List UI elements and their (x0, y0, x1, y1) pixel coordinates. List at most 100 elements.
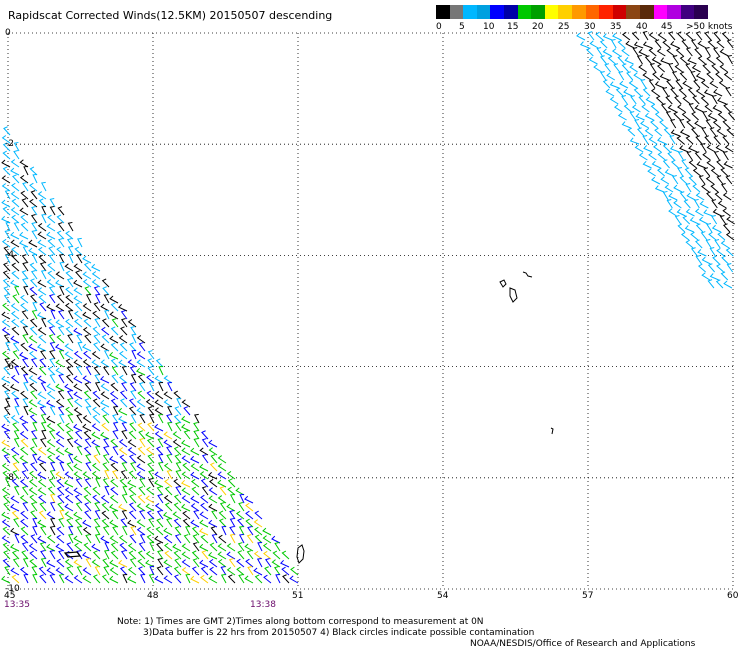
island-outline (63, 551, 82, 558)
wind-barb (112, 470, 119, 480)
wind-barb (651, 160, 661, 169)
wind-barb (95, 293, 101, 304)
wind-barb (689, 216, 699, 225)
wind-barb (39, 502, 47, 512)
wind-barb (226, 551, 236, 560)
wind-barb (119, 390, 128, 400)
wind-barb (84, 334, 92, 344)
wind-barb (22, 325, 29, 336)
wind-barb (640, 78, 647, 89)
wind-barb (101, 406, 110, 416)
wind-barb (621, 47, 630, 57)
wind-barb (657, 151, 666, 161)
wind-barb (30, 430, 38, 440)
wind-barb (613, 63, 621, 73)
wind-barb (14, 285, 20, 296)
wind-barb (47, 262, 56, 272)
wind-barb (709, 247, 716, 257)
legend-swatch (490, 5, 504, 19)
legend-swatch (626, 5, 640, 19)
wind-barb (37, 287, 47, 296)
wind-barb (118, 374, 128, 384)
wind-barb (690, 247, 698, 257)
wind-barb (37, 478, 47, 488)
wind-barb (632, 47, 639, 57)
wind-barb (717, 200, 727, 209)
wind-barb (166, 518, 173, 528)
wind-barb (722, 223, 731, 233)
wind-barb (211, 533, 218, 544)
wind-barb (64, 511, 74, 520)
wind-barb (163, 399, 173, 408)
wind-barb (253, 519, 263, 528)
wind-barb (102, 414, 110, 424)
wind-barb (93, 366, 101, 376)
time-label-right: 13:38 (250, 600, 276, 610)
wind-barb (621, 95, 628, 105)
wind-barb (65, 270, 74, 280)
wind-barb (219, 502, 227, 512)
wind-barb (606, 72, 616, 81)
wind-barb (609, 81, 620, 89)
wind-barb (701, 126, 708, 137)
wind-barb (199, 471, 209, 480)
wind-barb (11, 254, 20, 264)
wind-barb (190, 478, 200, 488)
wind-barb (39, 406, 47, 416)
wind-barb (2, 278, 11, 288)
wind-barb (46, 447, 56, 456)
wind-barb (38, 462, 47, 472)
wind-barb (200, 566, 209, 576)
wind-barb (59, 461, 65, 472)
wind-barb (139, 477, 146, 488)
wind-barb (602, 79, 611, 89)
wind-barb (3, 286, 11, 296)
wind-barb (607, 55, 616, 65)
wind-barb (83, 350, 92, 360)
wind-barb (194, 413, 200, 424)
wind-barb (643, 145, 653, 153)
wind-barb (46, 559, 56, 568)
wind-barb (662, 190, 669, 201)
wind-barb (668, 192, 678, 201)
wind-barb (158, 381, 164, 392)
wind-barb (154, 399, 164, 408)
wind-barb (76, 445, 83, 456)
wind-barb (244, 543, 254, 552)
wind-barb (11, 214, 20, 224)
wind-barb (76, 253, 83, 264)
wind-barb (662, 39, 671, 49)
wind-barb (136, 519, 146, 528)
wind-barb (50, 517, 56, 528)
wind-barb (73, 575, 83, 584)
wind-barb (709, 80, 719, 89)
wind-barb (681, 39, 689, 49)
wind-barb (30, 390, 38, 400)
wind-barb (657, 167, 666, 177)
wind-barb (697, 55, 706, 65)
wind-barb (118, 335, 128, 344)
wind-barb (30, 294, 38, 304)
wind-barb (715, 71, 724, 81)
wind-barb (55, 567, 65, 576)
wind-barb (65, 406, 74, 416)
wind-barb (10, 495, 20, 504)
wind-barb (672, 55, 679, 65)
wind-barb (164, 550, 173, 560)
wind-barb (164, 486, 173, 496)
wind-barb (67, 333, 74, 344)
wind-barb (676, 208, 686, 217)
wind-barb (104, 485, 110, 496)
wind-barb (49, 358, 56, 368)
wind-barb (73, 310, 83, 320)
wind-barb (722, 208, 731, 217)
wind-barb (91, 470, 101, 480)
wind-barb (633, 41, 644, 49)
wind-barb (629, 137, 640, 145)
wind-barb (128, 470, 137, 480)
wind-barb (695, 255, 702, 265)
wind-barb (20, 190, 29, 200)
wind-speed-legend: 0 5 10 15 20 25 30 35 40 45 >50 knots (436, 5, 733, 32)
wind-barb (121, 382, 128, 392)
wind-barb (704, 135, 712, 145)
